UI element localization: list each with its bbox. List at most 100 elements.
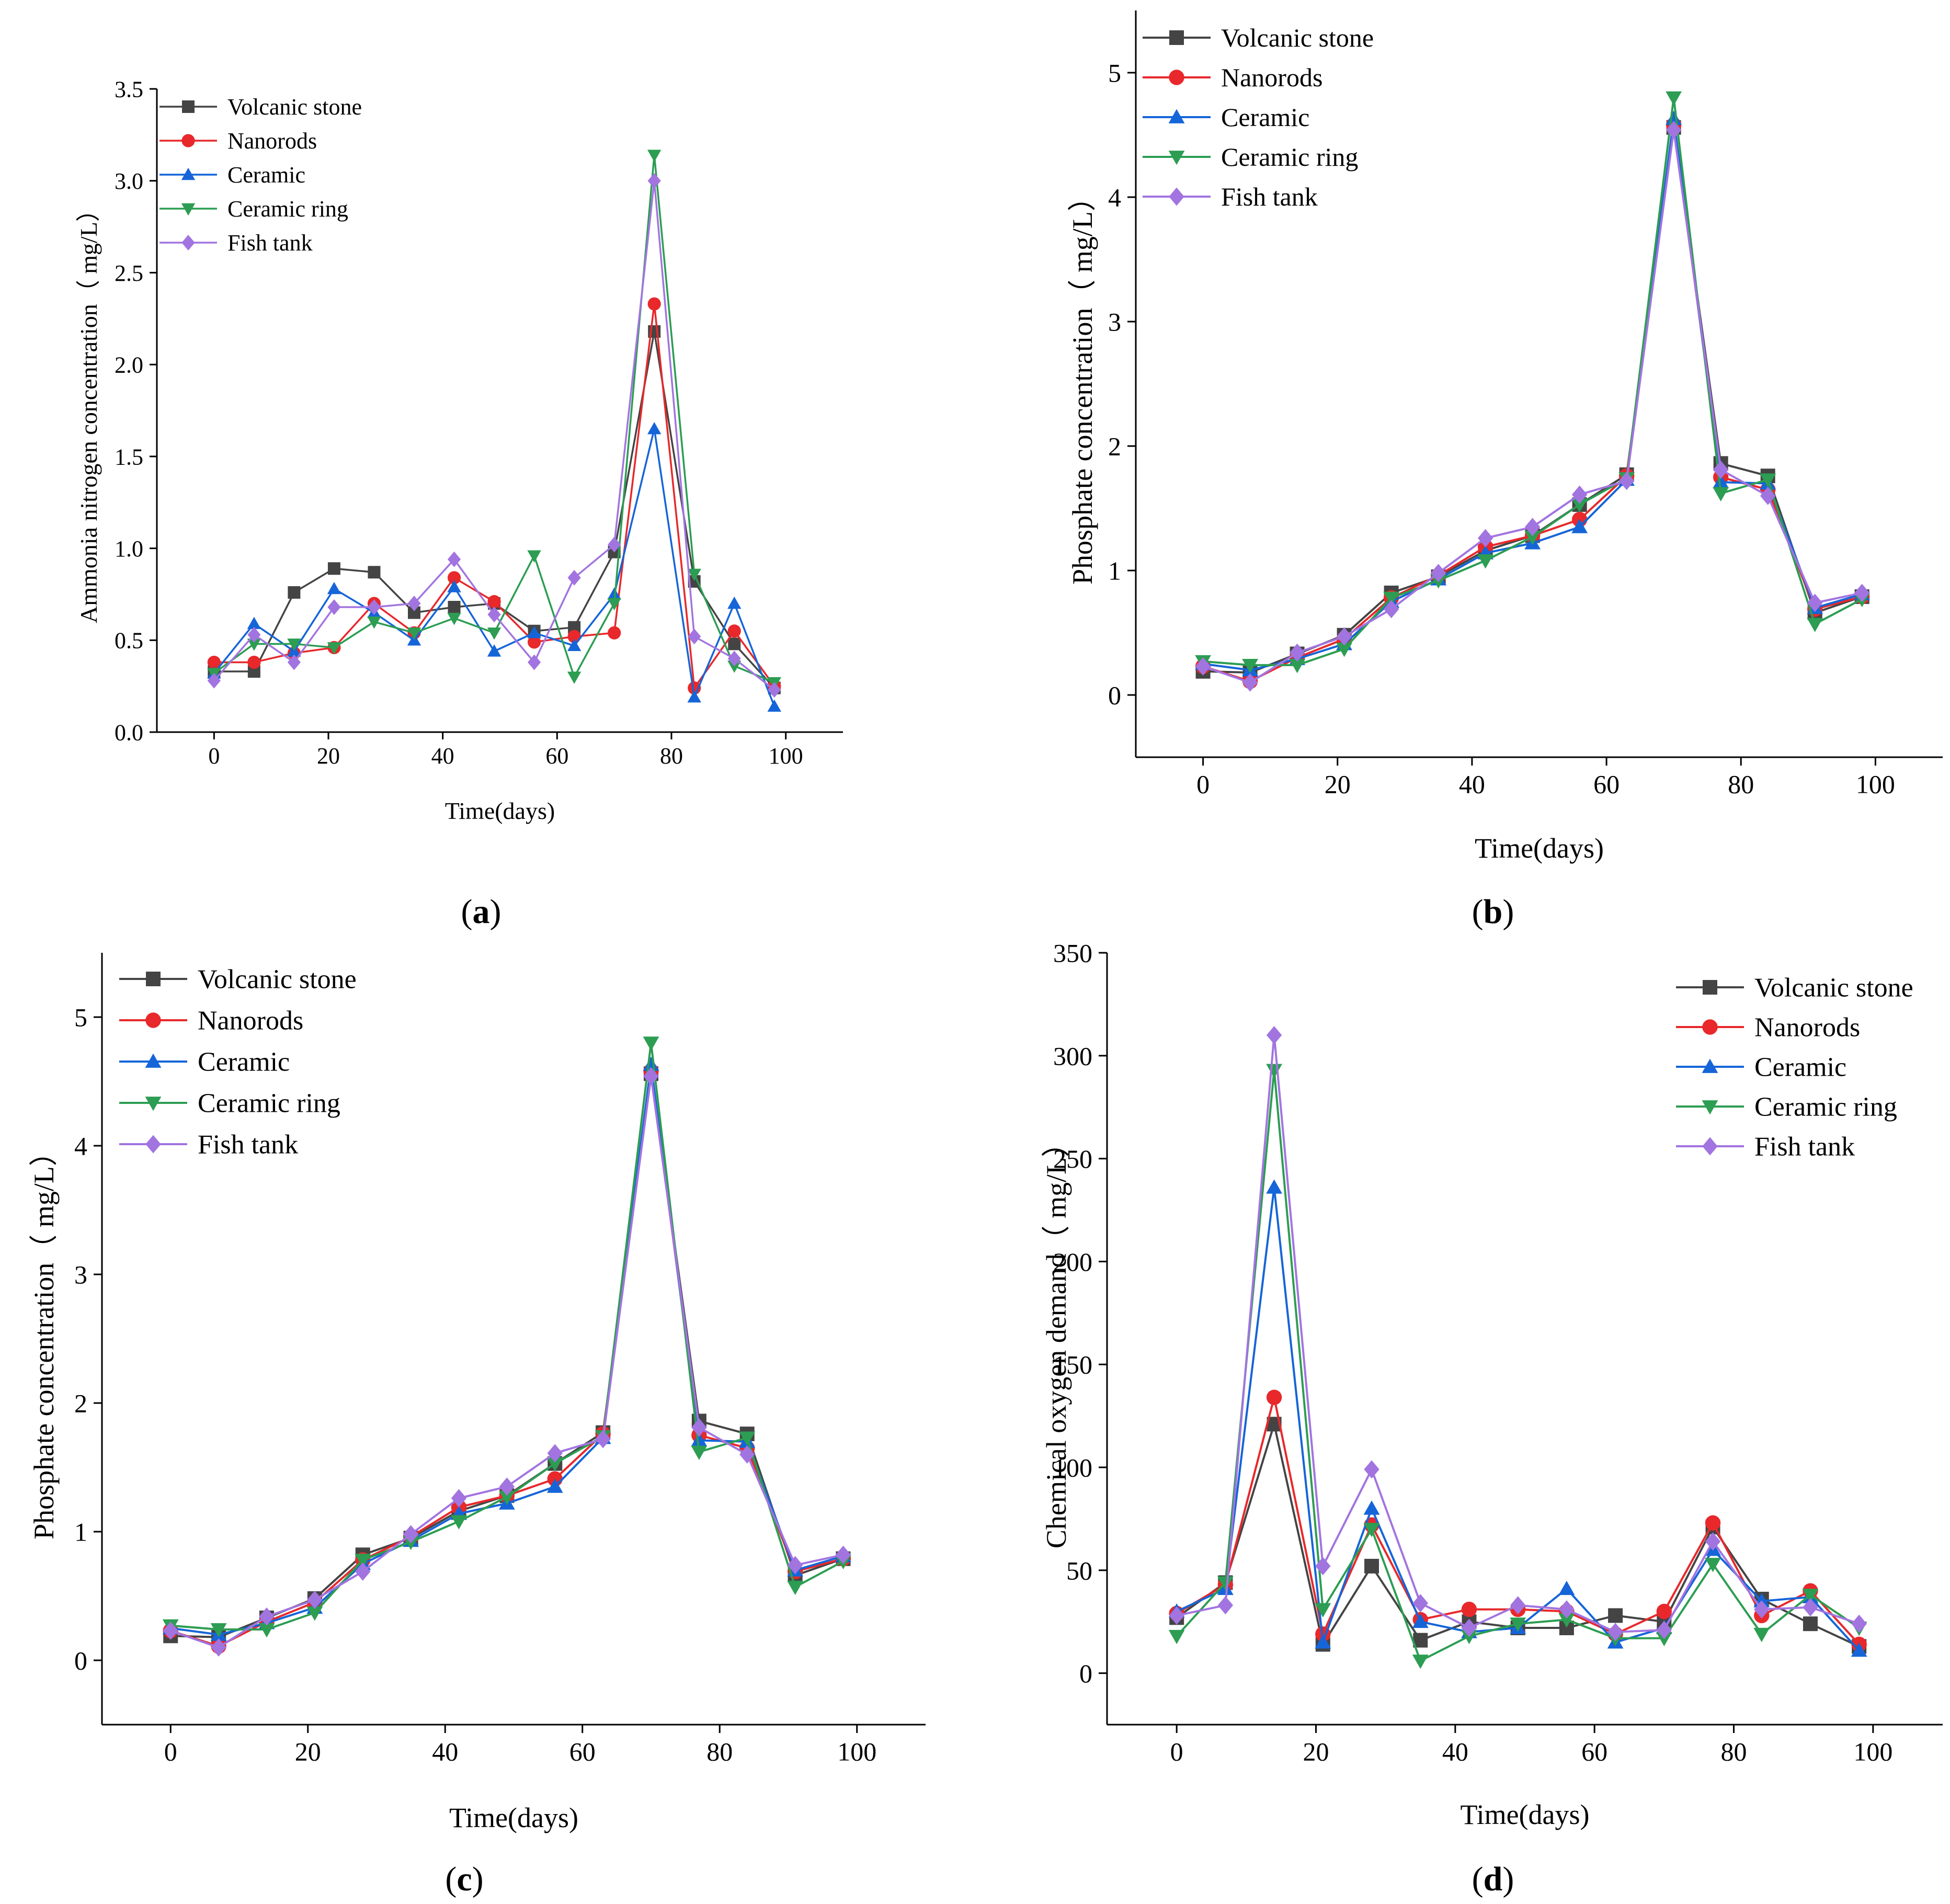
data-point <box>448 601 461 614</box>
legend-marker <box>1702 1100 1718 1115</box>
y-tick-label: 2 <box>74 1389 87 1418</box>
data-point <box>767 699 781 712</box>
legend-label: Volcanic stone <box>227 94 362 120</box>
data-point <box>1807 594 1823 612</box>
series-ceramic-ring <box>1195 91 1871 674</box>
x-tick-label: 60 <box>569 1737 596 1766</box>
data-point <box>835 1545 851 1564</box>
legend-label: Fish tank <box>198 1130 298 1160</box>
data-point <box>1315 1557 1331 1576</box>
data-point <box>447 571 461 585</box>
data-point <box>499 1477 515 1496</box>
y-tick-label: 4 <box>74 1132 87 1161</box>
data-point <box>647 150 662 162</box>
legend-label: Ceramic ring <box>227 196 348 222</box>
x-tick-label: 0 <box>1170 1737 1183 1766</box>
legend-label: Nanorods <box>1221 63 1322 92</box>
data-point <box>787 1580 804 1595</box>
data-point <box>355 1554 371 1568</box>
legend-marker <box>1168 151 1185 165</box>
y-tick-label: 2.5 <box>115 260 143 286</box>
y-tick-label: 3.0 <box>115 168 143 194</box>
legend-label: Volcanic stone <box>1221 23 1374 52</box>
data-point <box>1364 1460 1379 1479</box>
chart-panel-2: 0 20 40 60 80 100 0 1 2 3 4 5 Time(days) Phosphate co… <box>28 953 926 1898</box>
x-tick-label: 100 <box>769 743 803 769</box>
y-tick-label: 2 <box>1108 432 1121 461</box>
y-axis-label: Phosphate concentration（ mg/L） <box>1067 183 1098 585</box>
data-point <box>367 599 381 615</box>
data-point <box>1266 1389 1282 1405</box>
x-tick-label: 0 <box>1196 770 1210 799</box>
legend-label: Nanorods <box>227 128 317 154</box>
data-point <box>1705 1532 1721 1551</box>
data-point <box>1803 1598 1818 1617</box>
x-tick-label: 40 <box>1459 770 1485 799</box>
legend-marker <box>1702 1019 1718 1035</box>
chart-panel-1: 0 20 40 60 80 100 0 1 2 3 4 5 Time(days) Phosphate co… <box>1067 10 1943 931</box>
data-point <box>1364 1558 1379 1574</box>
data-point <box>546 1457 563 1472</box>
y-tick-label: 2.0 <box>115 352 143 378</box>
y-tick-label: 5 <box>74 1003 87 1032</box>
x-tick-label: 100 <box>1853 1737 1892 1766</box>
data-point <box>1242 673 1258 692</box>
data-point <box>1558 1580 1575 1595</box>
data-point <box>787 1556 803 1575</box>
data-point <box>1705 1515 1721 1531</box>
series-fish-tank <box>1169 1025 1867 1641</box>
data-point <box>247 626 261 643</box>
x-tick-label: 40 <box>1442 1737 1468 1766</box>
x-tick-label: 60 <box>545 743 568 769</box>
data-point <box>306 1606 323 1621</box>
data-point <box>1571 519 1588 533</box>
x-tick-label: 100 <box>837 1737 876 1766</box>
x-axis-label: Time(days) <box>1475 833 1604 864</box>
data-point <box>691 1445 708 1460</box>
data-point <box>567 569 581 586</box>
data-point <box>643 1067 659 1086</box>
data-point <box>1559 1600 1575 1619</box>
data-point <box>1607 1623 1623 1641</box>
data-point <box>647 421 662 435</box>
legend-marker <box>145 1097 162 1111</box>
data-point <box>1713 460 1729 479</box>
series-ceramic-ring <box>162 1036 851 1638</box>
data-point <box>487 607 501 623</box>
data-point <box>528 635 541 649</box>
x-tick-label: 20 <box>317 743 340 769</box>
legend-marker <box>145 1053 162 1068</box>
data-point <box>1656 1621 1672 1639</box>
data-point <box>367 616 381 629</box>
data-point <box>1666 110 1682 125</box>
data-point <box>1571 498 1588 513</box>
data-point <box>1807 618 1823 632</box>
data-point <box>1666 91 1682 106</box>
data-point <box>407 596 421 611</box>
data-point <box>1217 1596 1234 1615</box>
chart-panel-3: 0 20 40 60 80 100 0 50 100 150 200 250 300 350 Time(da… <box>1041 939 1943 1898</box>
data-point <box>1266 1179 1282 1194</box>
data-point <box>288 586 301 599</box>
legend-label: Ceramic <box>1221 102 1309 132</box>
legend-label: Volcanic stone <box>198 965 357 995</box>
y-tick-label: 0.0 <box>115 720 143 745</box>
data-point <box>547 1444 563 1463</box>
data-point <box>1336 643 1353 657</box>
data-point <box>647 173 661 189</box>
y-tick-label: 0 <box>1108 681 1121 710</box>
data-point <box>687 690 701 703</box>
x-tick-label: 40 <box>431 743 454 769</box>
data-point <box>1510 1596 1526 1615</box>
legend-marker <box>1169 187 1184 206</box>
x-tick-label: 20 <box>1325 770 1351 799</box>
x-tick-label: 100 <box>1856 770 1895 799</box>
data-point <box>608 626 621 640</box>
x-tick-label: 60 <box>1593 770 1620 799</box>
data-point <box>1760 473 1776 488</box>
series-fish-tank <box>207 173 781 698</box>
y-tick-label: 3.5 <box>115 76 143 102</box>
y-tick-label: 50 <box>1066 1556 1092 1585</box>
data-point <box>327 562 340 575</box>
legend-marker <box>181 203 196 216</box>
